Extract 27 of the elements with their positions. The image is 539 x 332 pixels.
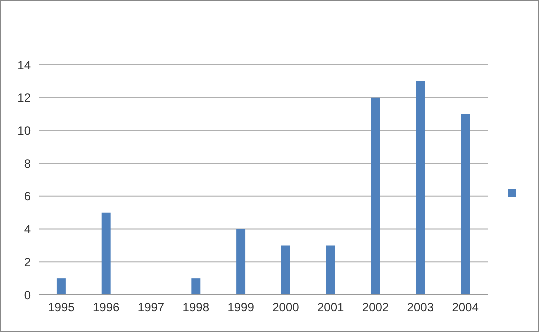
y-tick-label: 6 bbox=[24, 190, 32, 204]
x-tick-label: 2000 bbox=[272, 300, 300, 315]
x-tick-label: 2002 bbox=[362, 300, 390, 315]
y-tick-label: 4 bbox=[24, 222, 32, 237]
bar bbox=[416, 81, 426, 295]
x-tick-label: 1996 bbox=[93, 300, 120, 315]
x-tick-label: 2003 bbox=[407, 300, 434, 315]
x-tick-label: 1999 bbox=[228, 300, 255, 315]
y-tick-label: 2 bbox=[24, 255, 32, 270]
bar bbox=[326, 246, 336, 295]
x-tick-label: 1997 bbox=[138, 300, 165, 315]
y-tick-label: 8 bbox=[24, 156, 32, 171]
x-tick-label: 1998 bbox=[182, 300, 210, 315]
bar bbox=[371, 98, 380, 295]
bar bbox=[102, 212, 111, 295]
x-tick-label: 2004 bbox=[452, 300, 480, 315]
y-tick-label: 10 bbox=[18, 124, 32, 138]
bar bbox=[281, 246, 290, 295]
bar bbox=[236, 229, 246, 295]
x-tick-label: 2001 bbox=[318, 300, 345, 315]
bar bbox=[461, 114, 470, 295]
y-tick-label: 12 bbox=[18, 91, 32, 106]
y-tick-label: 14 bbox=[18, 58, 32, 72]
bar bbox=[192, 278, 201, 295]
bar bbox=[56, 278, 66, 295]
y-tick-label: 0 bbox=[24, 288, 32, 302]
x-tick-label: 1995 bbox=[48, 300, 76, 315]
